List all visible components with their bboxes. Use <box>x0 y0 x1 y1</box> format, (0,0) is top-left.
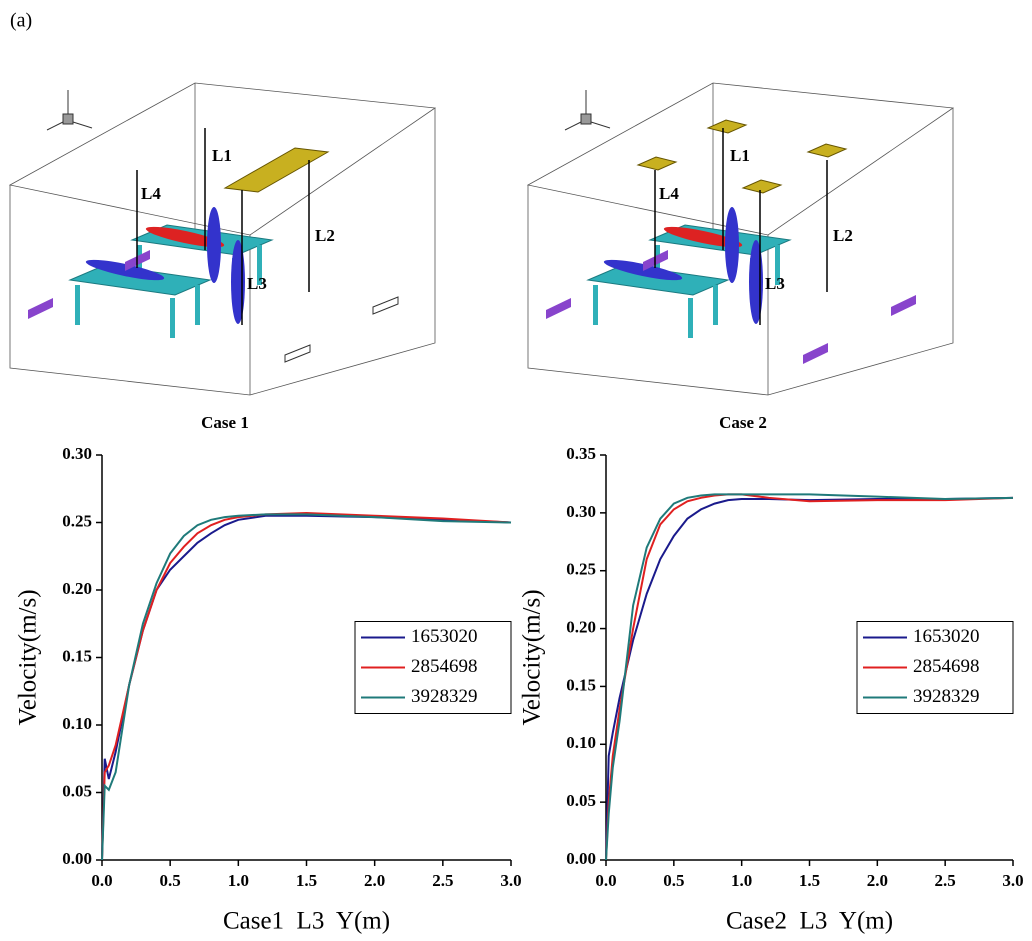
x-tick-label: 1.0 <box>731 871 752 890</box>
x-tick-label: 3.0 <box>1002 871 1023 890</box>
y-tick-label: 0.20 <box>62 579 92 598</box>
axis-icon <box>46 121 64 131</box>
ceiling-diffuser <box>636 156 678 171</box>
standing-person <box>231 240 245 324</box>
table-leg <box>655 245 660 285</box>
x-tick-label: 0.0 <box>595 871 616 890</box>
y-tick-label: 0.35 <box>566 444 596 463</box>
x-tick-label: 0.5 <box>160 871 181 890</box>
x-tick-label: 1.5 <box>799 871 820 890</box>
y-tick-label: 0.20 <box>566 617 596 636</box>
series-line <box>605 493 1014 861</box>
series-line <box>101 514 512 861</box>
vent <box>891 295 916 316</box>
series-line <box>101 512 512 861</box>
line-label: L2 <box>833 226 853 245</box>
line-label: L4 <box>141 184 161 203</box>
room-illustration: L1 L2 L3 L4 Case 1 <box>8 82 437 432</box>
y-tick-label: 0.25 <box>566 560 596 579</box>
table-leg <box>593 285 598 325</box>
caption: Case 1 <box>201 413 249 432</box>
line-label: L1 <box>212 146 232 165</box>
y-tick-label: 0.05 <box>566 791 596 810</box>
panel-label: (a) <box>10 10 32 32</box>
table-leg <box>688 298 693 338</box>
line-label: L3 <box>765 274 785 293</box>
legend-label: 2854698 <box>913 656 980 677</box>
y-tick-label: 0.25 <box>62 511 92 530</box>
x-tick-label: 3.0 <box>500 871 521 890</box>
line-label: L4 <box>659 184 679 203</box>
ceiling-diffuser <box>806 143 848 158</box>
legend-label: 1653020 <box>411 626 478 647</box>
caption: Case 2 <box>719 413 767 432</box>
y-tick-label: 0.00 <box>62 849 92 868</box>
series-line <box>101 513 512 861</box>
axis-icon <box>564 121 582 131</box>
ceiling-diffuser <box>741 179 783 194</box>
series-line <box>605 493 1014 861</box>
ceiling-diffuser <box>706 119 748 134</box>
standing-person <box>749 240 763 324</box>
y-tick-label: 0.15 <box>62 646 92 665</box>
y-tick-label: 0.10 <box>566 733 596 752</box>
x-tick-label: 2.5 <box>935 871 956 890</box>
x-tick-label: 1.5 <box>296 871 317 890</box>
standing-person <box>207 207 221 283</box>
table-leg <box>257 245 262 285</box>
vent <box>803 343 828 364</box>
outlet <box>372 296 399 315</box>
legend-label: 1653020 <box>913 626 980 647</box>
line-label: L2 <box>315 226 335 245</box>
y-axis-title: Velocity(m/s) <box>519 589 546 725</box>
vent <box>546 298 571 319</box>
x-tick-label: 0.5 <box>663 871 684 890</box>
y-tick-label: 0.30 <box>62 444 92 463</box>
axis-icon <box>590 121 611 129</box>
line-label: L3 <box>247 274 267 293</box>
table-leg <box>170 298 175 338</box>
x-axis-title: Case2 L3 Y(m) <box>726 908 893 935</box>
standing-person <box>725 207 739 283</box>
legend-label: 3928329 <box>913 686 980 707</box>
y-tick-label: 0.05 <box>62 781 92 800</box>
legend-label: 2854698 <box>411 656 478 677</box>
series-line <box>605 496 1014 861</box>
table-leg <box>775 245 780 285</box>
table-leg <box>75 285 80 325</box>
x-tick-label: 0.0 <box>91 871 112 890</box>
vent <box>28 298 53 319</box>
y-tick-label: 0.10 <box>62 714 92 733</box>
x-tick-label: 2.5 <box>432 871 453 890</box>
outlet <box>284 344 311 363</box>
legend-label: 3928329 <box>411 686 478 707</box>
y-axis-title: Velocity(m/s) <box>15 589 42 725</box>
x-axis-title: Case1 L3 Y(m) <box>223 908 390 935</box>
room-illustration: L1 L2 L3 L4 Case 2 <box>526 82 955 432</box>
y-tick-label: 0.15 <box>566 675 596 694</box>
axis-icon <box>580 113 592 125</box>
table-leg <box>195 285 200 325</box>
x-tick-label: 2.0 <box>364 871 385 890</box>
line-label: L1 <box>730 146 750 165</box>
axis-icon <box>72 121 93 129</box>
ceiling-diffuser <box>223 147 330 193</box>
axis-icon <box>62 113 74 125</box>
x-tick-label: 2.0 <box>867 871 888 890</box>
table-leg <box>713 285 718 325</box>
y-tick-label: 0.00 <box>566 849 596 868</box>
table-leg <box>137 245 142 285</box>
y-tick-label: 0.30 <box>566 502 596 521</box>
x-tick-label: 1.0 <box>228 871 249 890</box>
